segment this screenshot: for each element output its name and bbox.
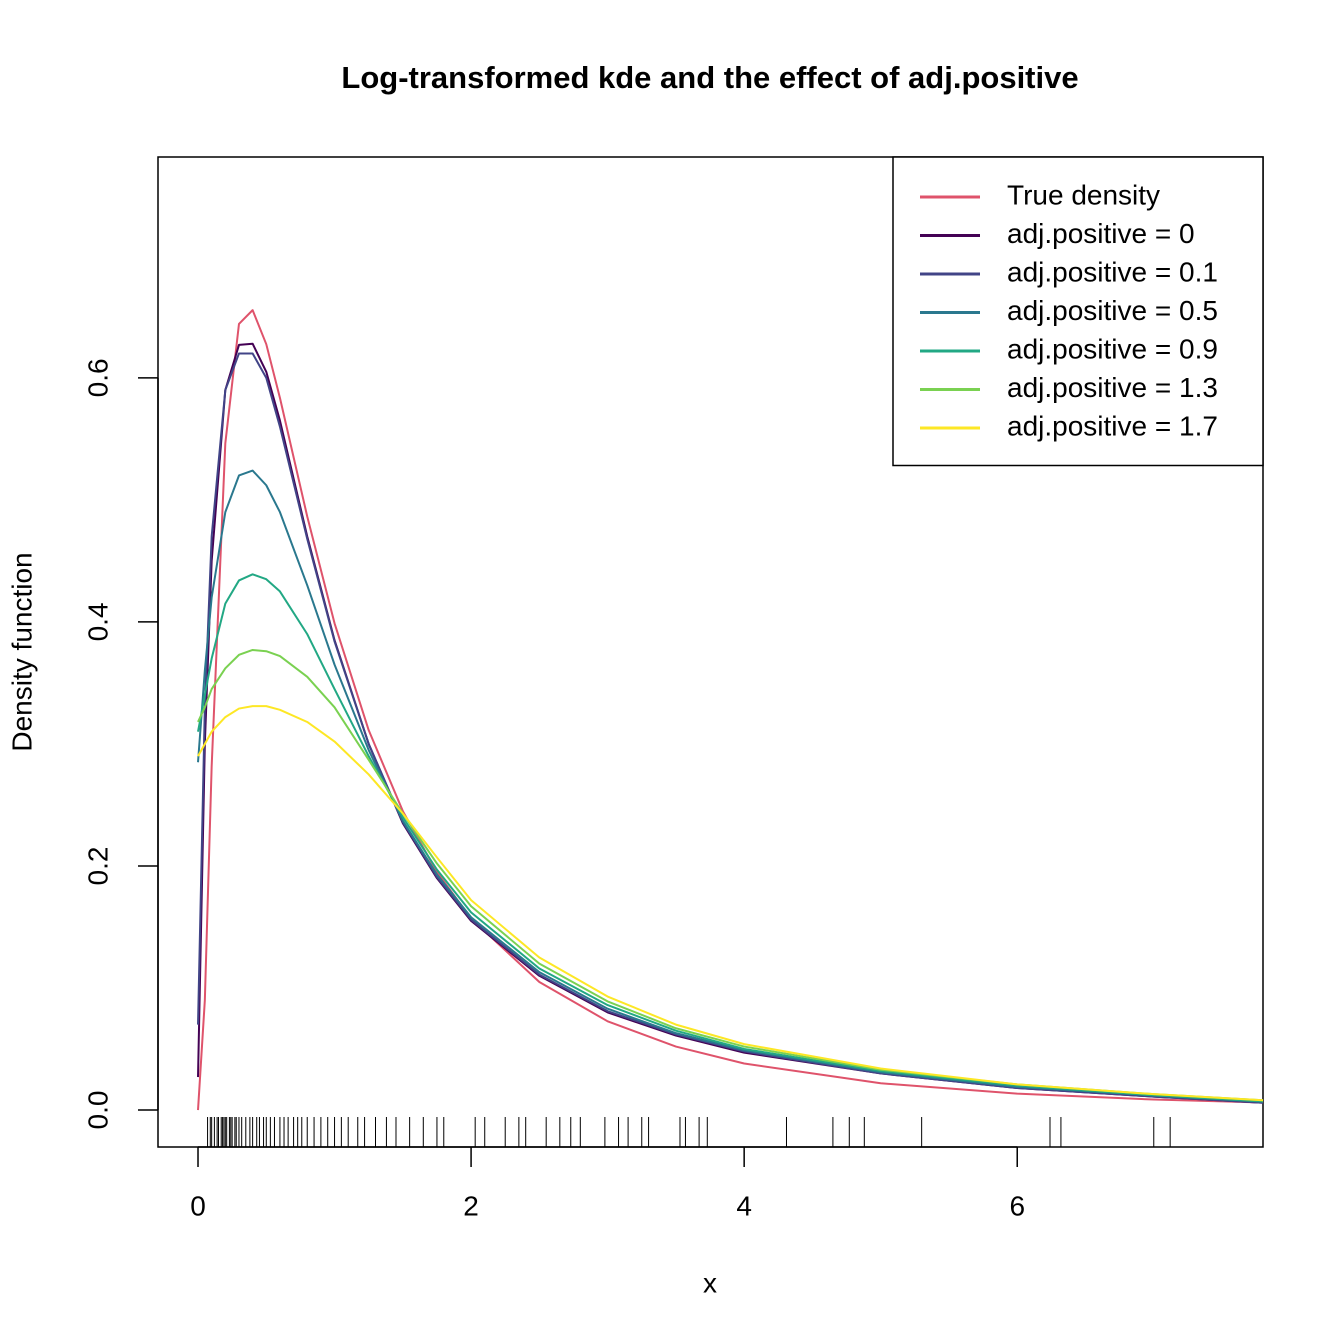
legend-label: adj.positive = 0.9 (1007, 333, 1218, 364)
y-tick-label: 0.6 (82, 358, 113, 397)
x-tick-label: 6 (1009, 1190, 1025, 1221)
series-line (197, 352, 1264, 1104)
legend-label: adj.positive = 0.5 (1007, 295, 1218, 326)
legend-label: adj.positive = 0.1 (1007, 256, 1218, 287)
series-line (197, 648, 1264, 1102)
series-line (197, 705, 1264, 1102)
y-tick-label: 0.0 (82, 1091, 113, 1130)
legend-label: adj.positive = 1.7 (1007, 410, 1218, 441)
x-tick-label: 4 (736, 1190, 752, 1221)
y-axis-label: Density function (6, 552, 37, 751)
legend-label: True density (1007, 179, 1160, 210)
x-axis-label: x (703, 1267, 717, 1298)
series-line (197, 309, 1264, 1111)
chart-title: Log-transformed kde and the effect of ad… (341, 60, 1078, 95)
y-tick-label: 0.4 (82, 602, 113, 641)
legend-label: adj.positive = 0 (1007, 218, 1195, 249)
x-tick-label: 0 (190, 1190, 206, 1221)
x-tick-label: 2 (463, 1190, 479, 1221)
legend-label: adj.positive = 1.3 (1007, 372, 1218, 403)
y-tick-label: 0.2 (82, 847, 113, 886)
